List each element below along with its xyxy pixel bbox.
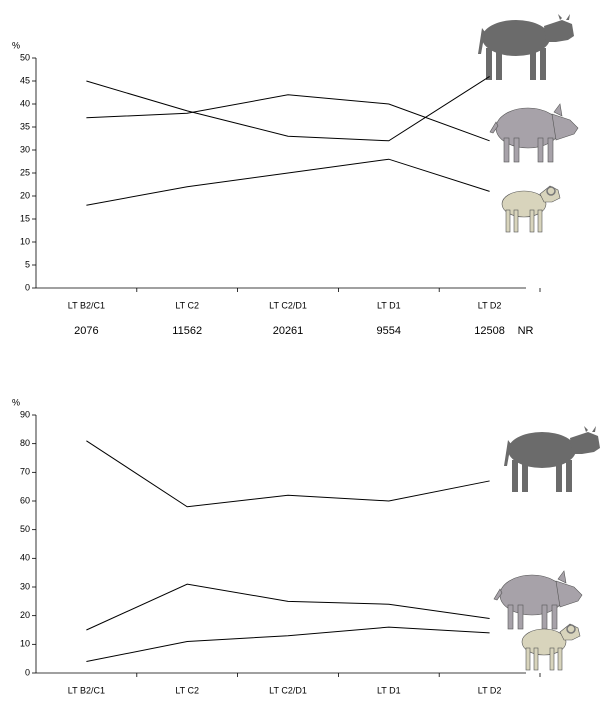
y-tick-label: 20 <box>20 610 30 620</box>
x-tick-label: LT D2 <box>478 685 502 695</box>
series-line <box>86 158 490 206</box>
x-tick-label: LT C2 <box>175 300 199 310</box>
y-axis-label: % <box>12 40 20 50</box>
y-tick-label: 80 <box>20 438 30 448</box>
x-tick-label: LT C2 <box>175 685 199 695</box>
y-tick-label: 5 <box>25 259 30 269</box>
y-tick-label: 90 <box>20 409 30 419</box>
sheep-icon <box>501 185 561 233</box>
series-line <box>86 583 490 631</box>
sheep-icon <box>521 623 581 671</box>
series-line <box>86 626 490 663</box>
nr-value: 20261 <box>273 325 304 337</box>
x-tick-label: LT D1 <box>377 685 401 695</box>
nr-value: 12508 <box>474 325 505 337</box>
y-tick-label: 0 <box>25 282 30 292</box>
y-tick-label: 35 <box>20 121 30 131</box>
y-tick-label: 10 <box>20 236 30 246</box>
series-line <box>86 94 490 142</box>
nr-value: 9554 <box>377 325 401 337</box>
pig-icon <box>493 570 583 630</box>
pig-icon <box>489 103 579 163</box>
y-tick-label: 60 <box>20 495 30 505</box>
y-tick-label: 45 <box>20 75 30 85</box>
y-tick-label: 50 <box>20 52 30 62</box>
y-tick-label: 40 <box>20 98 30 108</box>
y-tick-label: 15 <box>20 213 30 223</box>
y-tick-label: 30 <box>20 144 30 154</box>
y-tick-label: 30 <box>20 581 30 591</box>
y-tick-label: 20 <box>20 190 30 200</box>
x-tick-label: LT D2 <box>478 300 502 310</box>
y-tick-label: 0 <box>25 667 30 677</box>
y-axis-label: % <box>12 397 20 407</box>
series-line <box>86 440 490 508</box>
y-tick-label: 50 <box>20 524 30 534</box>
x-tick-label: LT C2/D1 <box>269 685 307 695</box>
y-tick-label: 40 <box>20 553 30 563</box>
y-tick-label: 10 <box>20 639 30 649</box>
x-tick-label: LT B2/C1 <box>68 685 105 695</box>
cow-icon <box>478 14 574 80</box>
series-line <box>86 75 490 142</box>
y-tick-label: 70 <box>20 467 30 477</box>
x-tick-label: LT B2/C1 <box>68 300 105 310</box>
nr-label: NR <box>518 325 534 337</box>
x-tick-label: LT D1 <box>377 300 401 310</box>
nr-value: 2076 <box>74 325 98 337</box>
nr-value: 11562 <box>172 325 202 337</box>
y-tick-label: 25 <box>20 167 30 177</box>
x-tick-label: LT C2/D1 <box>269 300 307 310</box>
cow-icon <box>504 426 600 492</box>
